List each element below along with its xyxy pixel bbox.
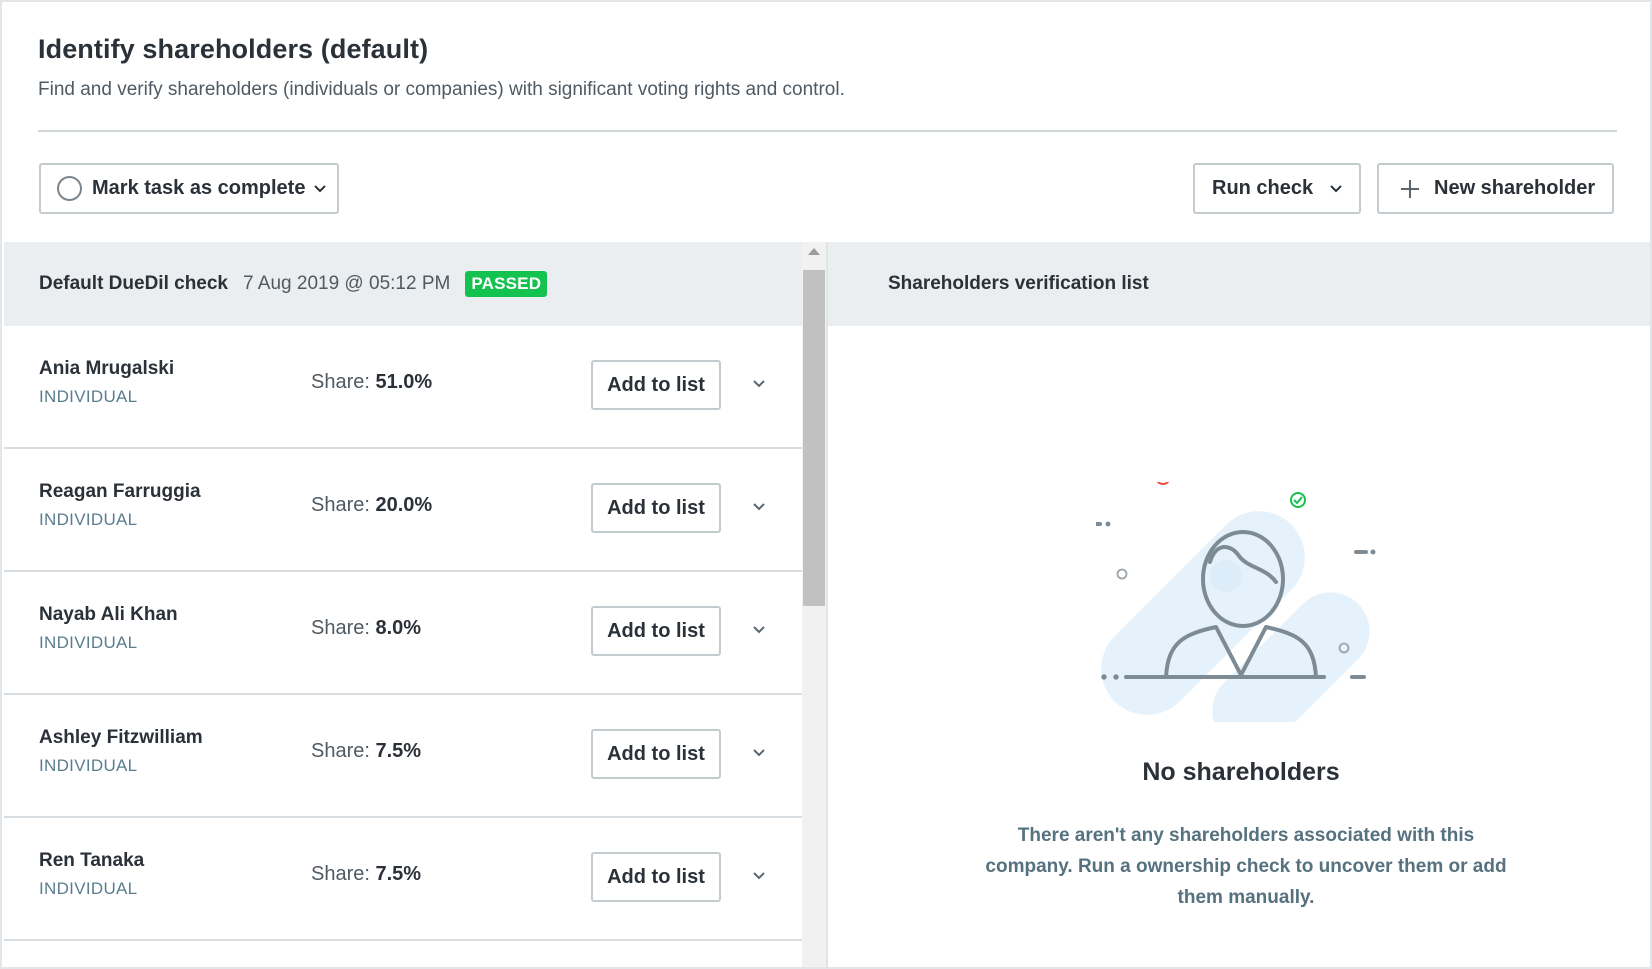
check-name: Default DueDil check bbox=[39, 273, 228, 294]
verification-list-title: Shareholders verification list bbox=[888, 273, 1149, 294]
shareholder-share: Share: 51.0% bbox=[311, 371, 432, 394]
page-subtitle: Find and verify shareholders (individual… bbox=[38, 79, 845, 100]
shareholder-row: Ashley Fitzwilliam INDIVIDUAL Share: 7.5… bbox=[4, 695, 802, 818]
check-header: Default DueDil check 7 Aug 2019 @ 05:12 … bbox=[4, 242, 802, 326]
shareholder-row: Reagan Farruggia INDIVIDUAL Share: 20.0%… bbox=[4, 449, 802, 572]
new-shareholder-label: New shareholder bbox=[1434, 177, 1596, 199]
share-label: Share: bbox=[311, 863, 370, 885]
scrollbar-thumb[interactable] bbox=[803, 270, 825, 606]
shareholder-type: INDIVIDUAL bbox=[39, 510, 138, 529]
share-value: 7.5% bbox=[375, 740, 422, 762]
shareholder-list-scrollbar[interactable] bbox=[802, 242, 826, 967]
add-to-list-button[interactable]: Add to list bbox=[591, 852, 721, 902]
shareholder-name: Ren Tanaka bbox=[39, 850, 145, 871]
status-badge: PASSED bbox=[465, 271, 548, 297]
chevron-down-icon[interactable] bbox=[750, 867, 768, 885]
chevron-down-icon bbox=[314, 184, 327, 192]
share-label: Share: bbox=[311, 740, 370, 762]
share-label: Share: bbox=[311, 617, 370, 639]
chevron-down-icon[interactable] bbox=[750, 375, 768, 393]
circle-icon bbox=[57, 176, 82, 201]
person-avatar-illustration bbox=[1096, 482, 1376, 722]
verification-list-panel: Shareholders verification list bbox=[828, 242, 1650, 967]
shareholder-row: Ania Mrugalski INDIVIDUAL Share: 51.0% A… bbox=[4, 326, 802, 449]
chevron-down-icon[interactable] bbox=[750, 498, 768, 516]
check-circle-icon bbox=[1290, 492, 1306, 508]
new-shareholder-button[interactable]: New shareholder bbox=[1377, 163, 1614, 214]
shareholder-name: Ania Mrugalski bbox=[39, 358, 175, 379]
task-header: Identify shareholders (default) Find and… bbox=[38, 34, 1614, 101]
share-value: 20.0% bbox=[375, 494, 433, 516]
shareholder-share: Share: 7.5% bbox=[311, 740, 421, 763]
chevron-down-icon[interactable] bbox=[750, 621, 768, 639]
mark-task-complete-button[interactable]: Mark task as complete bbox=[39, 163, 339, 214]
verification-list-header: Shareholders verification list bbox=[828, 242, 1650, 326]
share-label: Share: bbox=[311, 371, 370, 393]
mark-task-complete-label: Mark task as complete bbox=[92, 177, 306, 199]
shareholder-name: Nayab Ali Khan bbox=[39, 604, 178, 625]
shareholder-name: Reagan Farruggia bbox=[39, 481, 201, 502]
shareholder-row: Ren Tanaka INDIVIDUAL Share: 7.5% Add to… bbox=[4, 818, 802, 941]
shareholder-list: Ania Mrugalski INDIVIDUAL Share: 51.0% A… bbox=[4, 326, 802, 941]
empty-state-description: There aren't any shareholders associated… bbox=[985, 825, 1507, 908]
share-value: 51.0% bbox=[375, 371, 433, 393]
shareholder-type: INDIVIDUAL bbox=[39, 756, 138, 775]
shareholder-type: INDIVIDUAL bbox=[39, 387, 138, 406]
chevron-down-icon bbox=[1330, 184, 1342, 192]
panel-divider bbox=[826, 242, 828, 967]
shareholder-share: Share: 8.0% bbox=[311, 617, 421, 640]
error-icon bbox=[1156, 482, 1170, 485]
share-label: Share: bbox=[311, 494, 370, 516]
share-value: 7.5% bbox=[375, 863, 422, 885]
chevron-down-icon[interactable] bbox=[750, 744, 768, 762]
empty-state-title: No shareholders bbox=[1142, 758, 1340, 786]
check-date: 7 Aug 2019 @ 05:12 PM bbox=[243, 273, 451, 294]
add-to-list-button[interactable]: Add to list bbox=[591, 360, 721, 410]
shareholder-name: Ashley Fitzwilliam bbox=[39, 727, 203, 748]
page-title: Identify shareholders (default) bbox=[38, 34, 429, 64]
run-check-label: Run check bbox=[1212, 177, 1314, 199]
check-results-panel: Default DueDil check 7 Aug 2019 @ 05:12 … bbox=[4, 242, 802, 967]
add-to-list-button[interactable]: Add to list bbox=[591, 483, 721, 533]
header-divider bbox=[38, 130, 1617, 132]
add-to-list-button[interactable]: Add to list bbox=[591, 729, 721, 779]
shareholder-share: Share: 20.0% bbox=[311, 494, 432, 517]
share-value: 8.0% bbox=[375, 617, 422, 639]
run-check-button[interactable]: Run check bbox=[1193, 163, 1361, 214]
shareholder-row: Nayab Ali Khan INDIVIDUAL Share: 8.0% Ad… bbox=[4, 572, 802, 695]
shareholder-type: INDIVIDUAL bbox=[39, 633, 138, 652]
add-to-list-button[interactable]: Add to list bbox=[591, 606, 721, 656]
shareholder-type: INDIVIDUAL bbox=[39, 879, 138, 898]
plus-icon bbox=[1401, 179, 1419, 198]
scroll-up-arrow-icon[interactable] bbox=[808, 248, 820, 255]
shareholder-share: Share: 7.5% bbox=[311, 863, 421, 886]
